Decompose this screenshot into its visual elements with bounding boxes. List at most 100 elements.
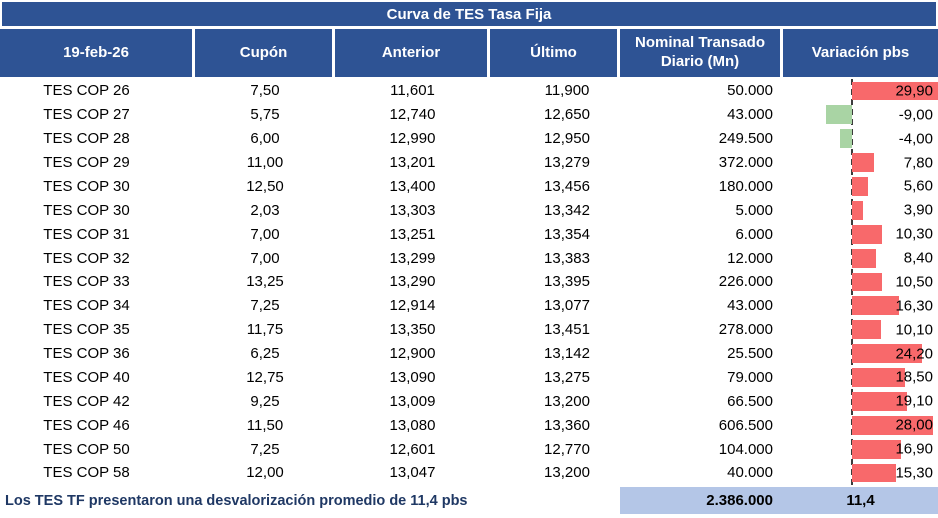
table-row: TES COP 30 2,03 13,303 13,342 5.000 3,90	[0, 198, 938, 222]
cell-variacion: 5,60	[783, 175, 938, 199]
variation-bar	[852, 344, 922, 363]
table-body: TES COP 26 7,50 11,601 11,900 50.000 29,90 TES…	[0, 79, 938, 485]
cell-variacion: 10,50	[783, 270, 938, 294]
cell-ultimo: 13,451	[544, 321, 590, 339]
cell-nominal: 50.000	[727, 82, 773, 100]
cell-variacion: 3,90	[783, 198, 938, 222]
cell-bond: TES COP 31	[43, 225, 130, 243]
table-row: TES COP 30 12,50 13,400 13,456 180.000 5,60	[0, 175, 938, 199]
cell-bond: TES COP 26	[43, 82, 130, 100]
summary-note: Los TES TF presentaron una desvalorizaci…	[5, 492, 468, 509]
cell-cupon: 5,75	[250, 106, 280, 124]
cell-anterior: 13,290	[389, 273, 436, 291]
table-row: TES COP 29 11,00 13,201 13,279 372.000 7,80	[0, 151, 938, 175]
cell-nominal: 12.000	[727, 249, 773, 267]
cell-bond: TES COP 35	[43, 321, 130, 339]
cell-cupon: 6,25	[250, 345, 280, 363]
table-row: TES COP 31 7,00 13,251 13,354 6.000 10,30	[0, 222, 938, 246]
cell-ultimo: 13,142	[544, 345, 590, 363]
cell-variacion: 8,40	[783, 246, 938, 270]
cell-cupon: 7,25	[250, 297, 280, 315]
cell-nominal: 6.000	[735, 225, 773, 243]
cell-variacion: 28,00	[783, 413, 938, 437]
cell-variacion: 10,30	[783, 222, 938, 246]
variation-value: 10,10	[895, 321, 933, 339]
variation-bar	[852, 296, 899, 316]
cell-variacion: 16,90	[783, 437, 938, 461]
cell-nominal: 25.500	[727, 345, 773, 363]
cell-bond: TES COP 30	[43, 177, 130, 195]
cell-cupon: 11,50	[246, 416, 284, 434]
table-row: TES COP 34 7,25 12,914 13,077 43.000 16,30	[0, 294, 938, 318]
cell-ultimo: 13,200	[544, 464, 590, 482]
variation-bar	[826, 105, 852, 125]
header-anterior: Anterior	[335, 29, 490, 77]
table-row: TES COP 35 11,75 13,350 13,451 278.000 10,10	[0, 318, 938, 342]
variation-value: -4,00	[898, 130, 933, 148]
cell-bond: TES COP 33	[43, 273, 130, 291]
cell-ultimo: 13,342	[544, 201, 590, 219]
variation-bar	[852, 463, 896, 483]
cell-nominal: 79.000	[727, 368, 773, 386]
header-nominal: Nominal Transado Diario (Mn)	[620, 29, 783, 77]
variation-bar	[852, 200, 864, 220]
cell-nominal: 372.000	[718, 154, 773, 172]
cell-ultimo: 13,360	[544, 416, 590, 434]
cell-bond: TES COP 50	[43, 440, 130, 458]
cell-variacion: 24,20	[783, 342, 938, 366]
totals-band: 2.386.000 11,4	[620, 487, 938, 514]
cell-bond: TES COP 34	[43, 297, 130, 315]
cell-ultimo: 12,770	[544, 440, 590, 458]
cell-nominal: 43.000	[727, 297, 773, 315]
table-header: 19-feb-26 Cupón Anterior Último Nominal …	[0, 29, 938, 77]
cell-bond: TES COP 36	[43, 345, 130, 363]
cell-nominal: 43.000	[727, 106, 773, 124]
cell-cupon: 7,25	[250, 440, 280, 458]
cell-bond: TES COP 30	[43, 201, 130, 219]
cell-anterior: 13,303	[389, 201, 436, 219]
variation-value: 7,80	[903, 154, 933, 172]
cell-bond: TES COP 27	[43, 106, 130, 124]
cell-variacion: 16,30	[783, 294, 938, 318]
cell-anterior: 12,601	[389, 440, 436, 458]
cell-ultimo: 13,395	[544, 273, 590, 291]
cell-bond: TES COP 28	[43, 130, 130, 148]
cell-nominal: 5.000	[735, 201, 773, 219]
cell-nominal: 278.000	[718, 321, 773, 339]
variation-bar	[852, 391, 907, 411]
cell-ultimo: 13,275	[544, 368, 590, 386]
cell-cupon: 13,25	[246, 273, 284, 291]
cell-ultimo: 13,354	[544, 225, 590, 243]
variation-value: 19,10	[895, 392, 933, 410]
cell-ultimo: 13,383	[544, 249, 590, 267]
cell-cupon: 12,75	[246, 368, 284, 386]
variation-value: 28,00	[895, 416, 933, 434]
variation-value: 8,40	[903, 249, 933, 267]
cell-cupon: 7,00	[250, 249, 280, 267]
variation-bar	[852, 320, 882, 340]
variation-bar	[852, 439, 901, 459]
cell-variacion: 19,10	[783, 389, 938, 413]
cell-cupon: 12,00	[246, 464, 284, 482]
variation-bar	[852, 368, 906, 387]
cell-nominal: 104.000	[718, 440, 773, 458]
cell-anterior: 13,350	[389, 321, 436, 339]
cell-variacion: 15,30	[783, 461, 938, 485]
table-row: TES COP 58 12,00 13,047 13,200 40.000 15,30	[0, 461, 938, 485]
cell-nominal: 606.500	[718, 416, 773, 434]
cell-ultimo: 12,950	[544, 130, 590, 148]
cell-nominal: 226.000	[718, 273, 773, 291]
variation-value: 10,50	[895, 273, 933, 291]
variation-value: 10,30	[895, 225, 933, 243]
cell-ultimo: 13,279	[544, 154, 590, 172]
cell-variacion: -9,00	[783, 103, 938, 127]
header-variacion: Variación pbs	[783, 29, 938, 77]
table-row: TES COP 46 11,50 13,080 13,360 606.500 28,00	[0, 413, 938, 437]
header-date: 19-feb-26	[0, 29, 195, 77]
cell-cupon: 6,00	[250, 130, 280, 148]
variation-value: 18,50	[895, 368, 933, 386]
table-row: TES COP 33 13,25 13,290 13,395 226.000 10,50	[0, 270, 938, 294]
variation-bar	[852, 272, 883, 292]
nominal-total: 2.386.000	[706, 492, 773, 509]
cell-ultimo: 12,650	[544, 106, 590, 124]
